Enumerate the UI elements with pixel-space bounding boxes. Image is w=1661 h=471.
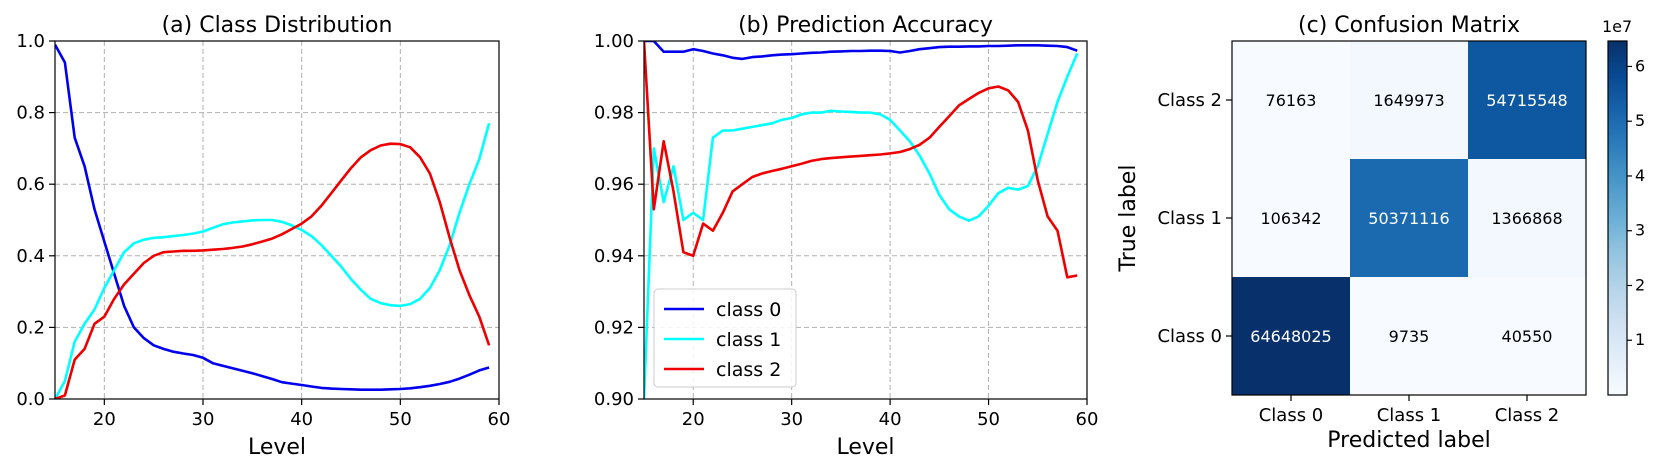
colorbar-tick-label: 6 <box>1635 56 1645 75</box>
matrix-cell <box>1232 277 1350 395</box>
matrix-cell <box>1232 159 1350 277</box>
y-category-label: Class 0 <box>1157 326 1222 347</box>
colorbar-tick-label: 2 <box>1635 275 1645 294</box>
x-category-label: Class 0 <box>1259 405 1324 426</box>
panel-prediction-accuracy: 20 30 40 50 60 0.90 0.92 0.94 0.96 0.98 1.00 (b) Pr… <box>594 13 1099 460</box>
y-tick-label: 0.0 <box>16 389 45 410</box>
x-category-label: Class 2 <box>1495 405 1560 426</box>
x-axis-label: Predicted label <box>1327 428 1490 453</box>
series-line-1 <box>55 122 491 399</box>
series-line-0 <box>644 41 1078 61</box>
legend-box <box>653 288 797 388</box>
chart-title: (c) Confusion Matrix <box>1298 13 1520 38</box>
colorbar-tick-label: 3 <box>1635 221 1645 240</box>
y-tick-label: 0.4 <box>16 246 45 267</box>
colorbar-frame <box>1607 40 1628 396</box>
cell-value: 64648025 <box>1250 327 1331 346</box>
x-axis-label: Level <box>836 435 894 460</box>
legend: class 0 class 1 class 2 <box>653 288 797 388</box>
y-category-label: Class 1 <box>1157 208 1222 229</box>
x-tick-label: 60 <box>488 409 511 430</box>
y-tick-label: 1.00 <box>594 31 634 52</box>
matrix-cell <box>1468 41 1586 159</box>
series-line-1 <box>644 52 1079 399</box>
chart-title: (a) Class Distribution <box>162 13 393 38</box>
cell-value: 54715548 <box>1486 91 1567 110</box>
series-group <box>644 41 1079 399</box>
y-tick-label: 1.0 <box>16 31 45 52</box>
x-tick-label: 20 <box>93 409 116 430</box>
x-tick-label: 30 <box>780 409 803 430</box>
legend-label-2: class 2 <box>716 359 781 381</box>
chart-title: (b) Prediction Accuracy <box>738 13 993 38</box>
y-tick-label: 0.90 <box>594 389 634 410</box>
cell-value: 76163 <box>1266 91 1317 110</box>
colorbar-tick-label: 4 <box>1635 166 1645 185</box>
legend-label-0: class 0 <box>716 299 781 321</box>
x-tick-label: 20 <box>682 409 705 430</box>
x-tick-label: 60 <box>1076 409 1099 430</box>
colorbar-offset-label: 1e7 <box>1602 17 1632 36</box>
matrix-cell <box>1232 41 1350 159</box>
legend-label-1: class 1 <box>716 329 781 351</box>
y-tick-label: 0.2 <box>16 317 45 338</box>
matrix-cell <box>1350 277 1468 395</box>
colorbar-tick-label: 1 <box>1635 330 1645 349</box>
y-category-label: Class 2 <box>1157 90 1222 111</box>
cell-value: 9735 <box>1389 327 1430 346</box>
x-axis-label: Level <box>248 435 306 460</box>
matrix-cell <box>1468 159 1586 277</box>
series-line-0 <box>55 43 490 392</box>
matrix-cell <box>1468 277 1586 395</box>
series-group <box>55 43 491 399</box>
x-tick-label: 40 <box>290 409 313 430</box>
colorbar <box>1608 41 1627 395</box>
y-tick-label: 0.96 <box>594 174 634 195</box>
plot-frame <box>54 40 500 400</box>
cell-value: 1649973 <box>1373 91 1444 110</box>
cell-value: 40550 <box>1502 327 1553 346</box>
cell-value: 1366868 <box>1491 209 1562 228</box>
matrix-cell <box>1350 159 1468 277</box>
colorbar-tick-label: 5 <box>1635 111 1645 130</box>
x-tick-label: 50 <box>977 409 1000 430</box>
y-tick-label: 0.6 <box>16 174 45 195</box>
series-line-2 <box>55 142 491 399</box>
y-tick-label: 0.94 <box>594 246 634 267</box>
series-line-2 <box>644 41 1078 279</box>
x-tick-label: 30 <box>192 409 215 430</box>
panel-confusion-matrix: 76163 1649973 54715548 106342 50371116 136686… <box>1116 13 1645 453</box>
panel-class-distribution: 20 30 40 50 60 0.0 0.2 0.4 0.6 0.8 1.0 (a) Class Di… <box>16 13 510 460</box>
plot-frame <box>643 40 1088 400</box>
x-tick-label: 40 <box>879 409 902 430</box>
y-tick-label: 0.92 <box>594 317 634 338</box>
matrix-cell <box>1350 41 1468 159</box>
y-tick-label: 0.8 <box>16 103 45 124</box>
y-tick-label: 0.98 <box>594 103 634 124</box>
cell-value: 106342 <box>1260 209 1321 228</box>
y-axis-label: True label <box>1116 165 1141 273</box>
x-category-label: Class 1 <box>1377 405 1442 426</box>
x-tick-label: 50 <box>389 409 412 430</box>
cell-value: 50371116 <box>1368 209 1449 228</box>
